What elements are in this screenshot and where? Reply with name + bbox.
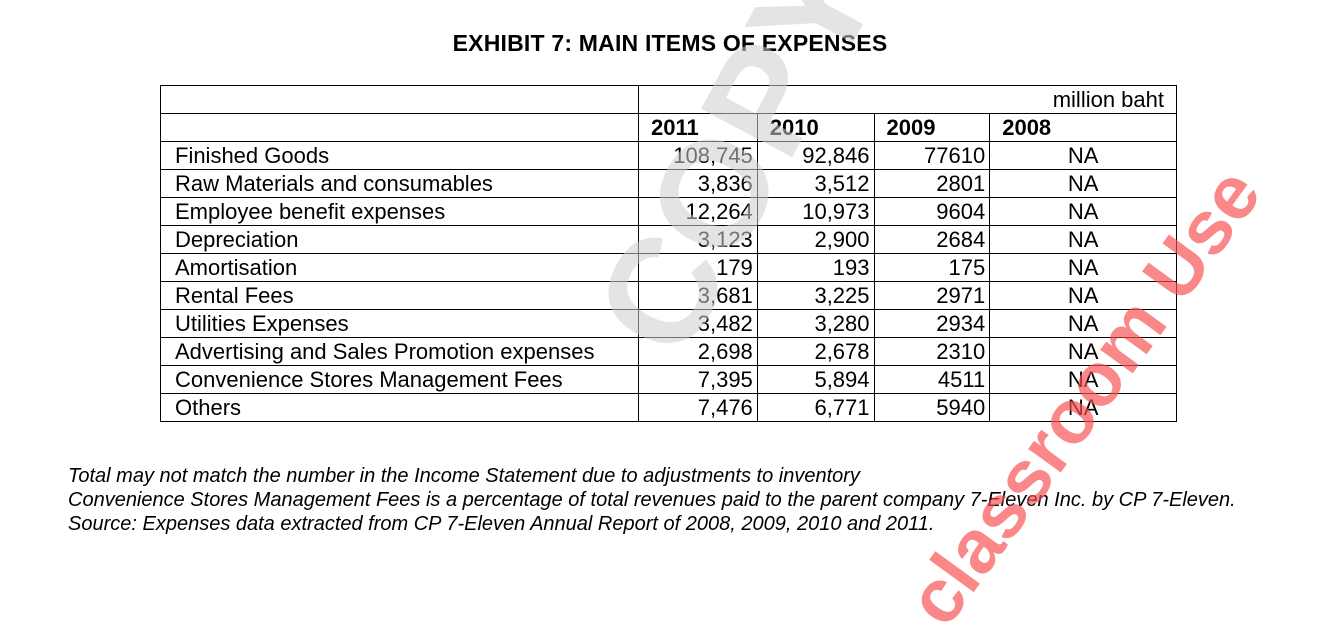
- empty-cell: [159, 85, 640, 114]
- value-cell-2011: 108,745: [638, 141, 758, 170]
- col-header-2008: 2008: [989, 113, 1177, 142]
- table-row: Utilities Expenses 3,482 3,280 2934 NA: [159, 309, 1177, 338]
- value-cell-2009: 77610: [873, 141, 991, 170]
- value-cell-2009: 5940: [873, 393, 991, 422]
- table-row: Finished Goods 108,745 92,846 77610 NA: [159, 141, 1177, 170]
- value-cell-2010: 10,973: [756, 197, 875, 226]
- value-cell-2011: 179: [638, 253, 758, 282]
- value-cell-2008: NA: [989, 197, 1177, 226]
- value-cell-2011: 7,395: [638, 365, 758, 394]
- row-label: Depreciation: [159, 225, 640, 254]
- table-row: Advertising and Sales Promotion expenses…: [159, 337, 1177, 366]
- header-row: 2011 2010 2009 2008: [159, 113, 1177, 142]
- unit-row: million baht: [159, 85, 1177, 114]
- value-cell-2008: NA: [989, 225, 1177, 254]
- value-cell-2009: 2971: [873, 281, 991, 310]
- table-row: Others 7,476 6,771 5940 NA: [159, 393, 1177, 422]
- value-cell-2010: 6,771: [756, 393, 875, 422]
- value-cell-2009: 175: [873, 253, 991, 282]
- table-row: Raw Materials and consumables 3,836 3,512 2…: [159, 169, 1177, 198]
- value-cell-2011: 3,482: [638, 309, 758, 338]
- value-cell-2010: 92,846: [756, 141, 875, 170]
- value-cell-2011: 3,123: [638, 225, 758, 254]
- table-row: Amortisation 179 193 175 NA: [159, 253, 1177, 282]
- table-row: Convenience Stores Management Fees 7,395 5…: [159, 365, 1177, 394]
- unit-label: million baht: [638, 85, 1177, 114]
- value-cell-2008: NA: [989, 365, 1177, 394]
- value-cell-2008: NA: [989, 253, 1177, 282]
- row-label: Advertising and Sales Promotion expenses: [159, 337, 640, 366]
- value-cell-2010: 3,512: [756, 169, 875, 198]
- value-cell-2010: 5,894: [756, 365, 875, 394]
- header-empty-cell: [159, 113, 640, 142]
- col-header-2011: 2011: [638, 113, 758, 142]
- row-label: Finished Goods: [159, 141, 640, 170]
- row-label: Amortisation: [159, 253, 640, 282]
- footnotes: Total may not match the number in the In…: [68, 464, 1288, 536]
- row-label: Utilities Expenses: [159, 309, 640, 338]
- value-cell-2011: 12,264: [638, 197, 758, 226]
- value-cell-2008: NA: [989, 281, 1177, 310]
- value-cell-2008: NA: [989, 337, 1177, 366]
- value-cell-2008: NA: [989, 393, 1177, 422]
- row-label: Convenience Stores Management Fees: [159, 365, 640, 394]
- value-cell-2011: 3,681: [638, 281, 758, 310]
- col-header-2010: 2010: [756, 113, 875, 142]
- value-cell-2011: 7,476: [638, 393, 758, 422]
- value-cell-2009: 2310: [873, 337, 991, 366]
- value-cell-2009: 2934: [873, 309, 991, 338]
- value-cell-2010: 3,225: [756, 281, 875, 310]
- table-row: Employee benefit expenses 12,264 10,973 960…: [159, 197, 1177, 226]
- col-header-2009: 2009: [873, 113, 991, 142]
- value-cell-2009: 2801: [873, 169, 991, 198]
- row-label: Raw Materials and consumables: [159, 169, 640, 198]
- value-cell-2009: 2684: [873, 225, 991, 254]
- value-cell-2009: 9604: [873, 197, 991, 226]
- footnote-management-fees: Convenience Stores Management Fees is a …: [68, 489, 1236, 511]
- value-cell-2010: 193: [756, 253, 875, 282]
- footnote-source: Source: Expenses data extracted from CP …: [68, 513, 935, 535]
- table-row: Depreciation 3,123 2,900 2684 NA: [159, 225, 1177, 254]
- table-row: Rental Fees 3,681 3,225 2971 NA: [159, 281, 1177, 310]
- row-label: Rental Fees: [159, 281, 640, 310]
- row-label: Employee benefit expenses: [159, 197, 640, 226]
- value-cell-2008: NA: [989, 309, 1177, 338]
- value-cell-2010: 2,900: [756, 225, 875, 254]
- value-cell-2011: 3,836: [638, 169, 758, 198]
- expenses-table: million baht 2011 2010 2009 2008 Finishe…: [159, 85, 1177, 422]
- value-cell-2011: 2,698: [638, 337, 758, 366]
- value-cell-2009: 4511: [873, 365, 991, 394]
- value-cell-2010: 2,678: [756, 337, 875, 366]
- value-cell-2008: NA: [989, 141, 1177, 170]
- value-cell-2010: 3,280: [756, 309, 875, 338]
- exhibit-title: EXHIBIT 7: MAIN ITEMS OF EXPENSES: [452, 30, 888, 56]
- footnote-inventory: Total may not match the number in the In…: [68, 465, 860, 487]
- row-label: Others: [159, 393, 640, 422]
- value-cell-2008: NA: [989, 169, 1177, 198]
